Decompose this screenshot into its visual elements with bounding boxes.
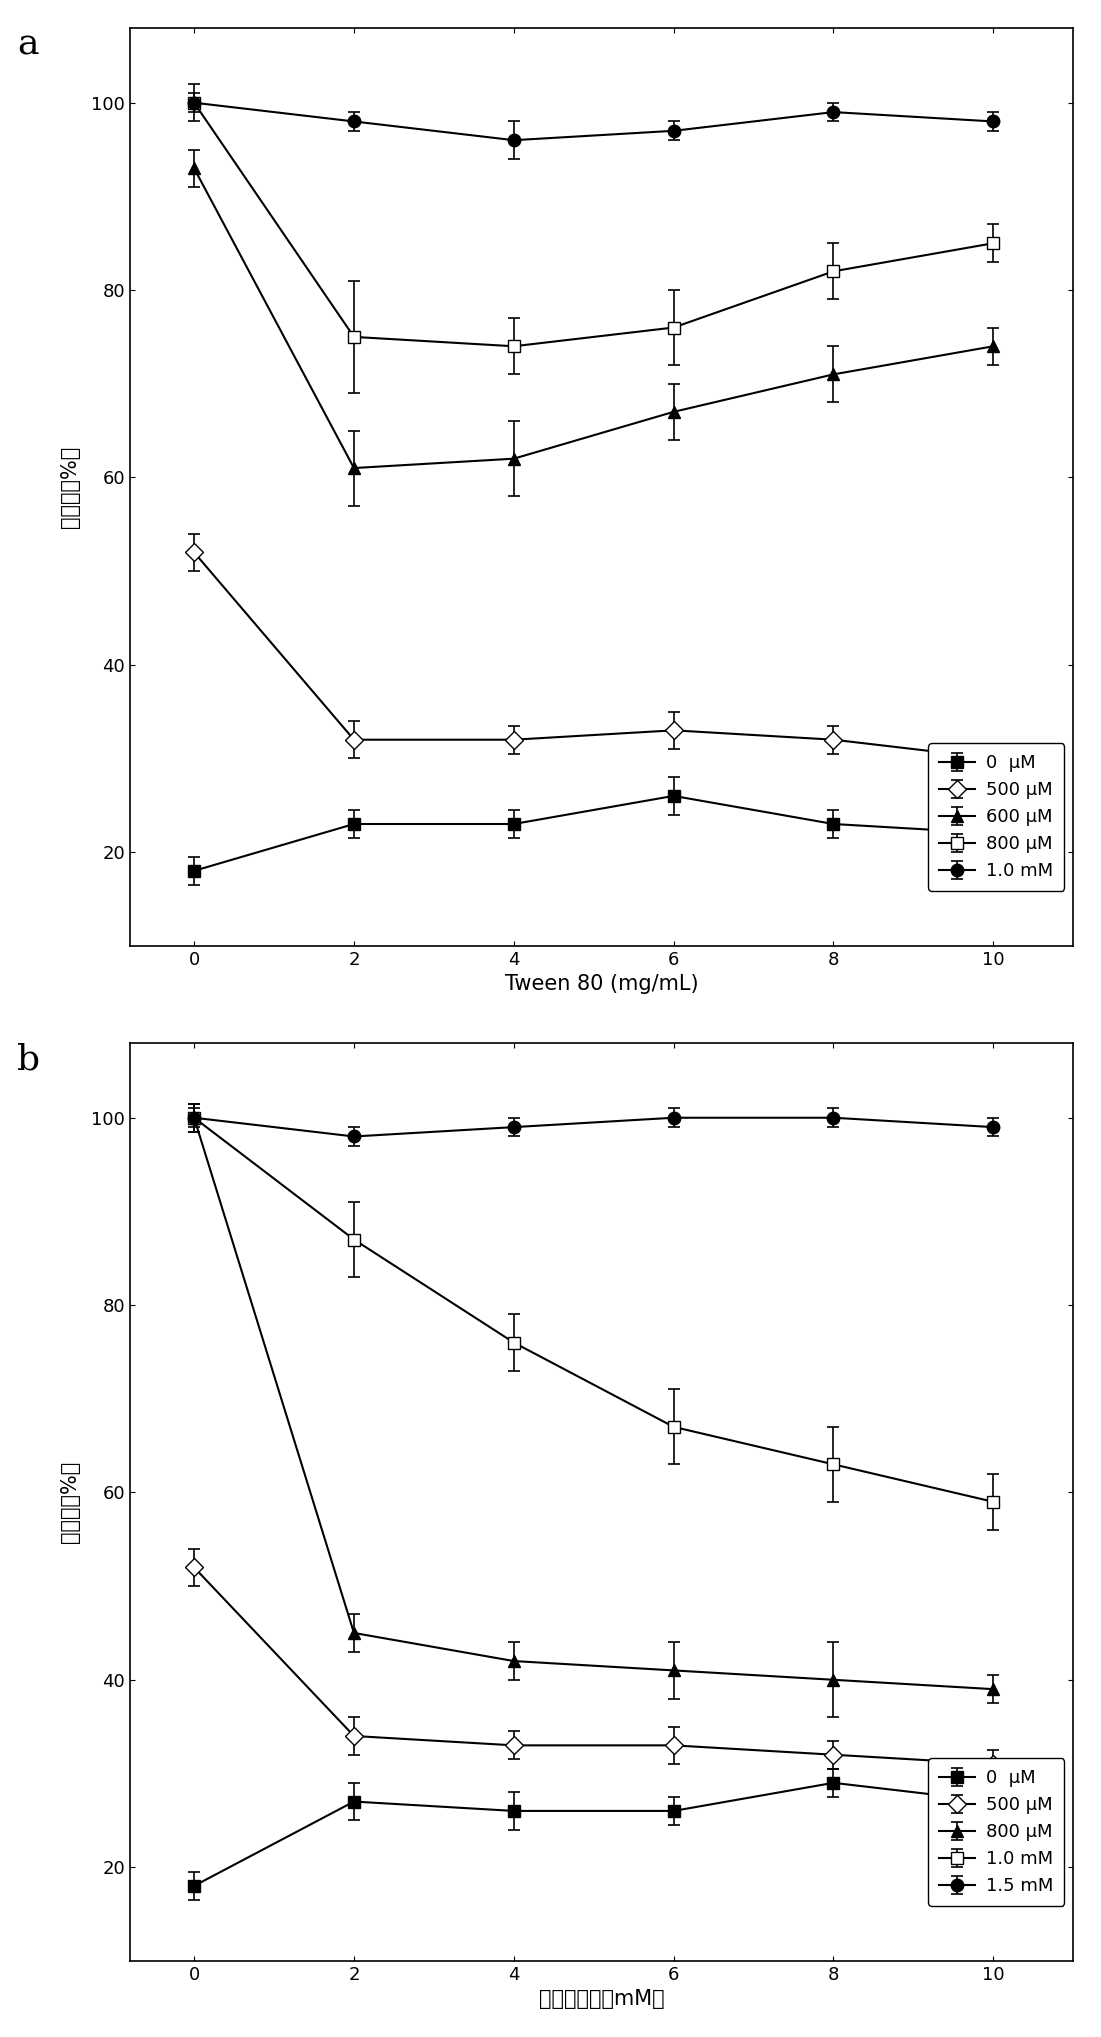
X-axis label: Tween 80 (mg/mL): Tween 80 (mg/mL)	[505, 974, 698, 994]
Y-axis label: 去除率（%）: 去除率（%）	[61, 1461, 80, 1542]
Text: a: a	[17, 29, 39, 61]
Text: b: b	[17, 1043, 40, 1078]
Y-axis label: 去除率（%）: 去除率（%）	[61, 446, 80, 528]
Legend: 0  μM, 500 μM, 600 μM, 800 μM, 1.0 mM: 0 μM, 500 μM, 600 μM, 800 μM, 1.0 mM	[928, 744, 1065, 890]
Legend: 0  μM, 500 μM, 800 μM, 1.0 mM, 1.5 mM: 0 μM, 500 μM, 800 μM, 1.0 mM, 1.5 mM	[928, 1758, 1065, 1907]
X-axis label: 单宁酸浓度（mM）: 单宁酸浓度（mM）	[538, 1990, 665, 2008]
